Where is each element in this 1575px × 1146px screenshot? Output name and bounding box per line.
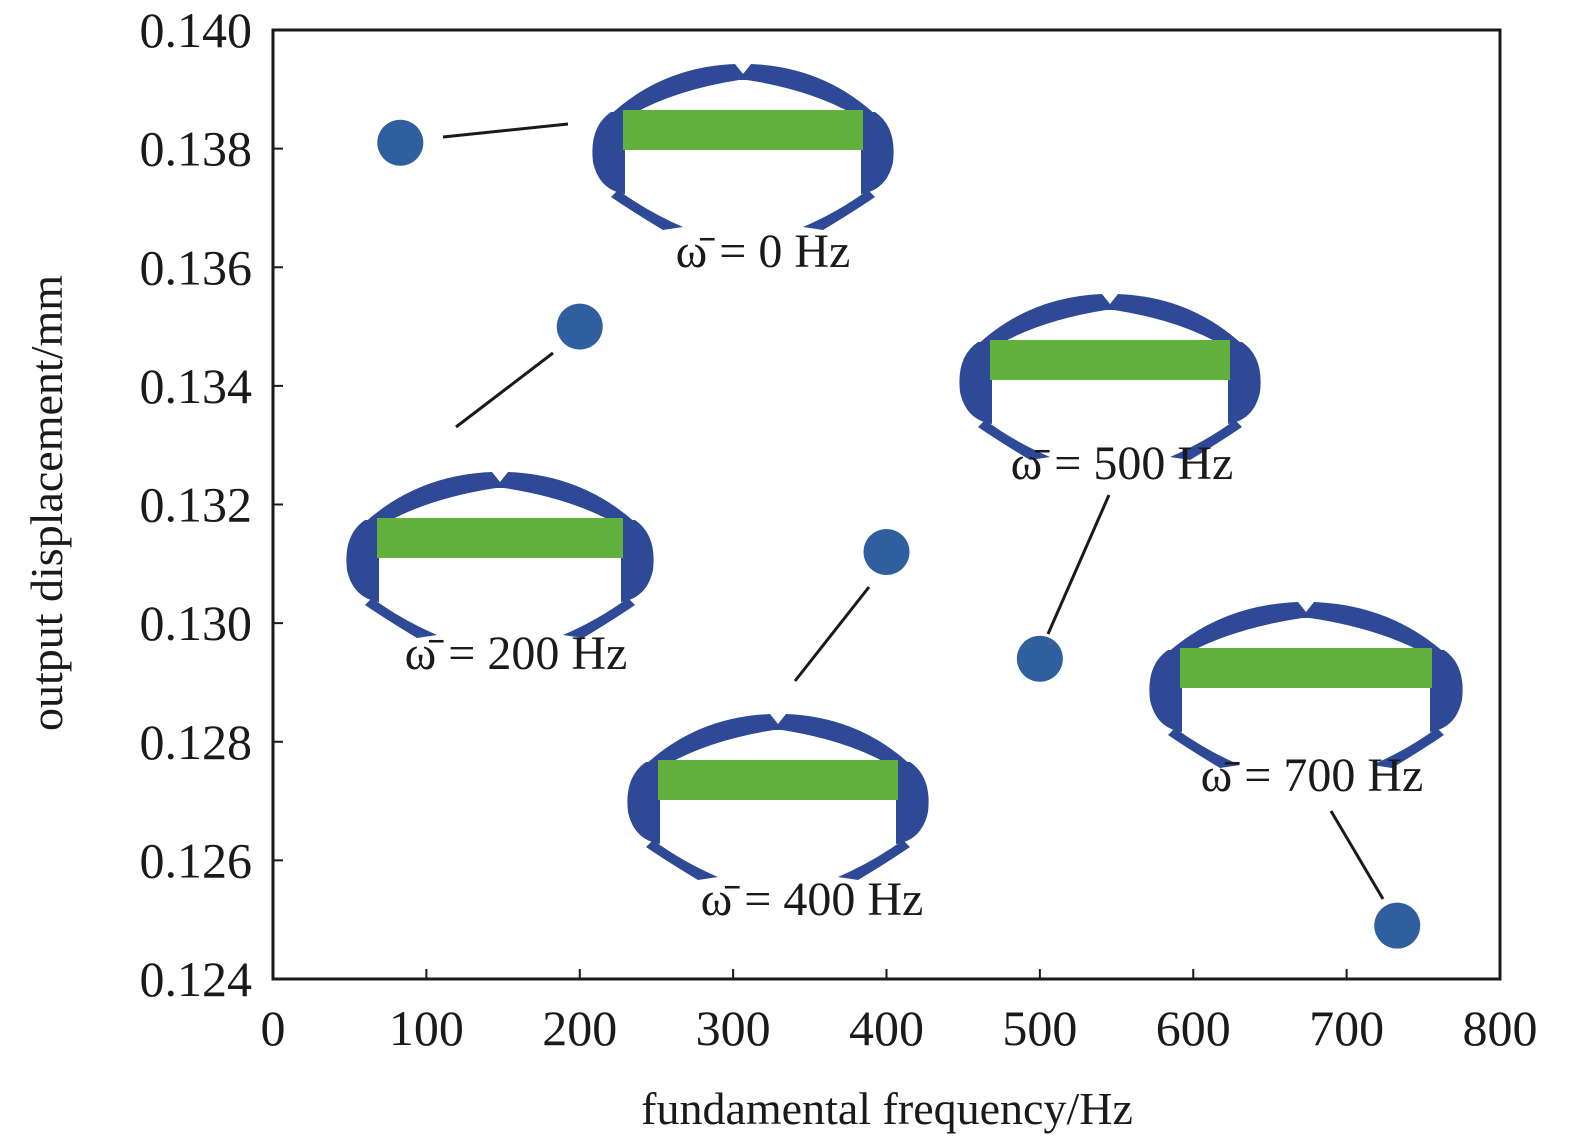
- point-annotations: ω̄ = 0 Hz ω̄ = 200 Hz ω̄ = 400 Hz ω̄ = 500 …: [405, 225, 1424, 926]
- design-green-bar: [990, 340, 1230, 380]
- design-left-leg: [646, 840, 718, 880]
- x-tick-label: 500: [1002, 1000, 1077, 1056]
- y-tick-label: 0.138: [140, 121, 253, 177]
- design-right-leg: [1372, 728, 1444, 768]
- design-top-arms: [975, 294, 1245, 347]
- y-tick-label: 0.140: [140, 2, 253, 58]
- design-right-block: [861, 112, 894, 194]
- data-point: [1016, 635, 1063, 682]
- design-right-leg: [1170, 420, 1242, 460]
- design-left-leg: [978, 420, 1050, 460]
- design-green-bar: [658, 760, 898, 800]
- design-green-bar: [1180, 648, 1432, 688]
- data-point: [1374, 902, 1421, 949]
- design-left-block: [592, 112, 625, 194]
- x-tick-label: 0: [261, 1000, 286, 1056]
- x-tick-label: 100: [389, 1000, 464, 1056]
- x-tick-label: 600: [1156, 1000, 1231, 1056]
- y-tick-label: 0.126: [140, 832, 253, 888]
- x-tick-label: 300: [696, 1000, 771, 1056]
- y-tick-label: 0.134: [140, 358, 253, 414]
- design-right-leg: [563, 598, 635, 638]
- x-tick-label: 400: [849, 1000, 924, 1056]
- leader-lines: [442, 122, 1385, 900]
- y-tick-label: 0.132: [140, 477, 253, 533]
- leader-line: [455, 351, 554, 429]
- design-top-arms: [362, 472, 638, 525]
- y-axis-label: output displacement/mm: [21, 275, 72, 731]
- x-tick-label: 700: [1309, 1000, 1384, 1056]
- x-tick-label: 200: [542, 1000, 617, 1056]
- point-annotation: ω̄ = 400 Hz: [701, 873, 924, 926]
- design-500hz: [959, 294, 1261, 460]
- design-0hz: [592, 64, 894, 230]
- design-left-leg: [611, 190, 683, 230]
- point-annotation: ω̄ = 500 Hz: [1011, 437, 1234, 490]
- x-tick-label: 800: [1463, 1000, 1538, 1056]
- axes: 0 100 200 300 400 500 600 700 800 0.124 0.126 0.128…: [140, 2, 1538, 1056]
- y-tick-label: 0.128: [140, 714, 253, 770]
- design-right-block: [1228, 342, 1261, 424]
- design-top-arms: [643, 714, 913, 767]
- design-400hz: [627, 714, 929, 880]
- design-left-block: [959, 342, 992, 424]
- design-left-leg: [365, 598, 437, 638]
- design-left-leg: [1168, 728, 1240, 768]
- design-top-arms: [608, 64, 878, 117]
- design-right-leg: [838, 840, 910, 880]
- leader-line: [793, 586, 871, 682]
- data-point: [377, 119, 424, 166]
- design-green-bar: [623, 110, 863, 150]
- design-right-block: [896, 762, 929, 844]
- data-points: [377, 119, 1421, 949]
- x-axis-label: fundamental frequency/Hz: [641, 1083, 1133, 1134]
- y-tick-label: 0.124: [140, 951, 253, 1007]
- design-left-block: [1149, 650, 1182, 732]
- design-700hz: [1149, 602, 1463, 768]
- design-left-block: [346, 520, 379, 602]
- design-right-block: [621, 520, 654, 602]
- point-annotation: ω̄ = 200 Hz: [405, 627, 628, 680]
- design-right-block: [1430, 650, 1463, 732]
- leader-line: [442, 122, 569, 139]
- data-point: [863, 528, 910, 575]
- leader-line: [1046, 494, 1111, 635]
- design-top-arms: [1165, 602, 1447, 655]
- y-tick-label: 0.136: [140, 239, 253, 295]
- point-annotation: ω̄ = 700 Hz: [1201, 749, 1424, 802]
- design-200hz: [346, 472, 654, 638]
- leader-line: [1329, 810, 1385, 900]
- design-green-bar: [377, 518, 623, 558]
- design-right-leg: [803, 190, 875, 230]
- data-point: [556, 303, 603, 350]
- design-left-block: [627, 762, 660, 844]
- design-illustrations: [346, 64, 1463, 880]
- point-annotation: ω̄ = 0 Hz: [676, 225, 851, 278]
- y-tick-label: 0.130: [140, 595, 253, 651]
